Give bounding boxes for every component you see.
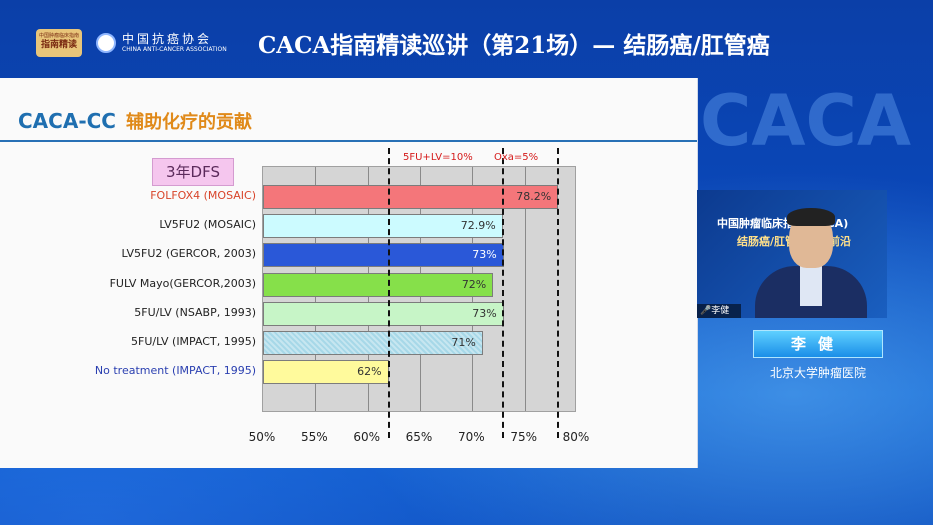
bar-value-label: 73% [472, 248, 497, 262]
bar-chart-plot: 78.2% 72.9% 73% 72% 73% 71% 62% [262, 166, 576, 412]
bar-value-label: 78.2% [516, 190, 552, 203]
slide-heading: CACA-CC 辅助化疗的贡献 [18, 108, 252, 134]
mic-label: 李健 [711, 306, 730, 316]
category-label: FOLFOX4 (MOSAIC) [150, 189, 256, 202]
mic-tag: 🎤李健 [697, 304, 741, 318]
association-name-en: CHINA ANTI-CANCER ASSOCIATION [122, 46, 227, 53]
mic-icon: 🎤 [700, 306, 712, 316]
category-label: No treatment (IMPACT, 1995) [94, 364, 256, 378]
slide-divider [0, 140, 697, 142]
guideline-logo: 中国肿瘤临床指南 指南精读 [36, 29, 82, 57]
logo-small-text: 中国肿瘤临床指南 [38, 33, 79, 39]
reference-line [501, 148, 504, 438]
watermark: CACA [700, 80, 912, 162]
bar-value-label: 73% [472, 306, 497, 320]
header: 中国肿瘤临床指南 指南精读 中国抗癌协会 CHINA ANTI-CANCER A… [0, 0, 933, 78]
slide-heading-en: CACA-CC [18, 109, 116, 133]
annotation-oxa: Oxa=5% [494, 152, 539, 163]
bar: 73% [263, 243, 504, 268]
slide: CACA-CC 辅助化疗的贡献 3年DFS 78.2% 72.9% 73% 72% 73%… [0, 78, 698, 468]
dfs-label: 3年DFS [152, 158, 234, 186]
bar: 72.9% [263, 214, 503, 239]
category-label: 5FU/LV (IMPACT, 1995) [131, 335, 256, 348]
x-tick-label: 65% [405, 430, 433, 444]
bar-value-label: 71% [451, 336, 476, 349]
speaker-video: 中国肿瘤临床指南(CACA) 结肠癌/肛管癌诊治前沿 [697, 190, 887, 318]
bar: 73% [263, 301, 504, 326]
x-tick-label: 60% [353, 430, 380, 444]
bar: 78.2% [263, 185, 559, 209]
x-tick-label: 70% [457, 430, 485, 444]
reference-line [557, 148, 560, 438]
page-title: CACA指南精读巡讲（第21场）— 结肠癌/肛管癌 [258, 32, 770, 59]
reference-line [387, 148, 390, 438]
x-tick-label: 80% [562, 430, 590, 444]
x-tick-label: 75% [510, 430, 537, 444]
category-label: LV5FU2 (MOSAIC) [159, 218, 256, 232]
speaker-name-ribbon: 李健 [753, 330, 883, 358]
association-emblem-icon [96, 33, 116, 53]
bar-value-label: 62% [357, 365, 382, 379]
x-tick-label: 50% [248, 430, 276, 444]
bar: 62% [263, 360, 389, 385]
slide-heading-cn: 辅助化疗的贡献 [125, 112, 252, 133]
gridline [524, 167, 526, 411]
speaker-hair [787, 208, 835, 226]
bar-value-label: 72.9% [460, 219, 496, 233]
x-tick-label: 55% [300, 430, 328, 444]
logo-main-text: 指南精读 [40, 40, 77, 50]
bar: 71% [263, 331, 483, 355]
speaker-hospital: 北京大学肿瘤医院 [769, 366, 866, 380]
category-label: 5FU/LV (NSABP, 1993) [134, 305, 256, 319]
bar: 72% [263, 272, 494, 297]
bar-value-label: 72% [461, 277, 487, 291]
speaker-shirt [800, 266, 822, 306]
annotation-5fu-lv: 5FU+LV=10% [403, 152, 473, 163]
category-label: FULV Mayo(GERCOR,2003) [109, 276, 256, 290]
association-name-cn: 中国抗癌协会 [122, 32, 213, 46]
category-label: LV5FU2 (GERCOR, 2003) [121, 247, 256, 261]
